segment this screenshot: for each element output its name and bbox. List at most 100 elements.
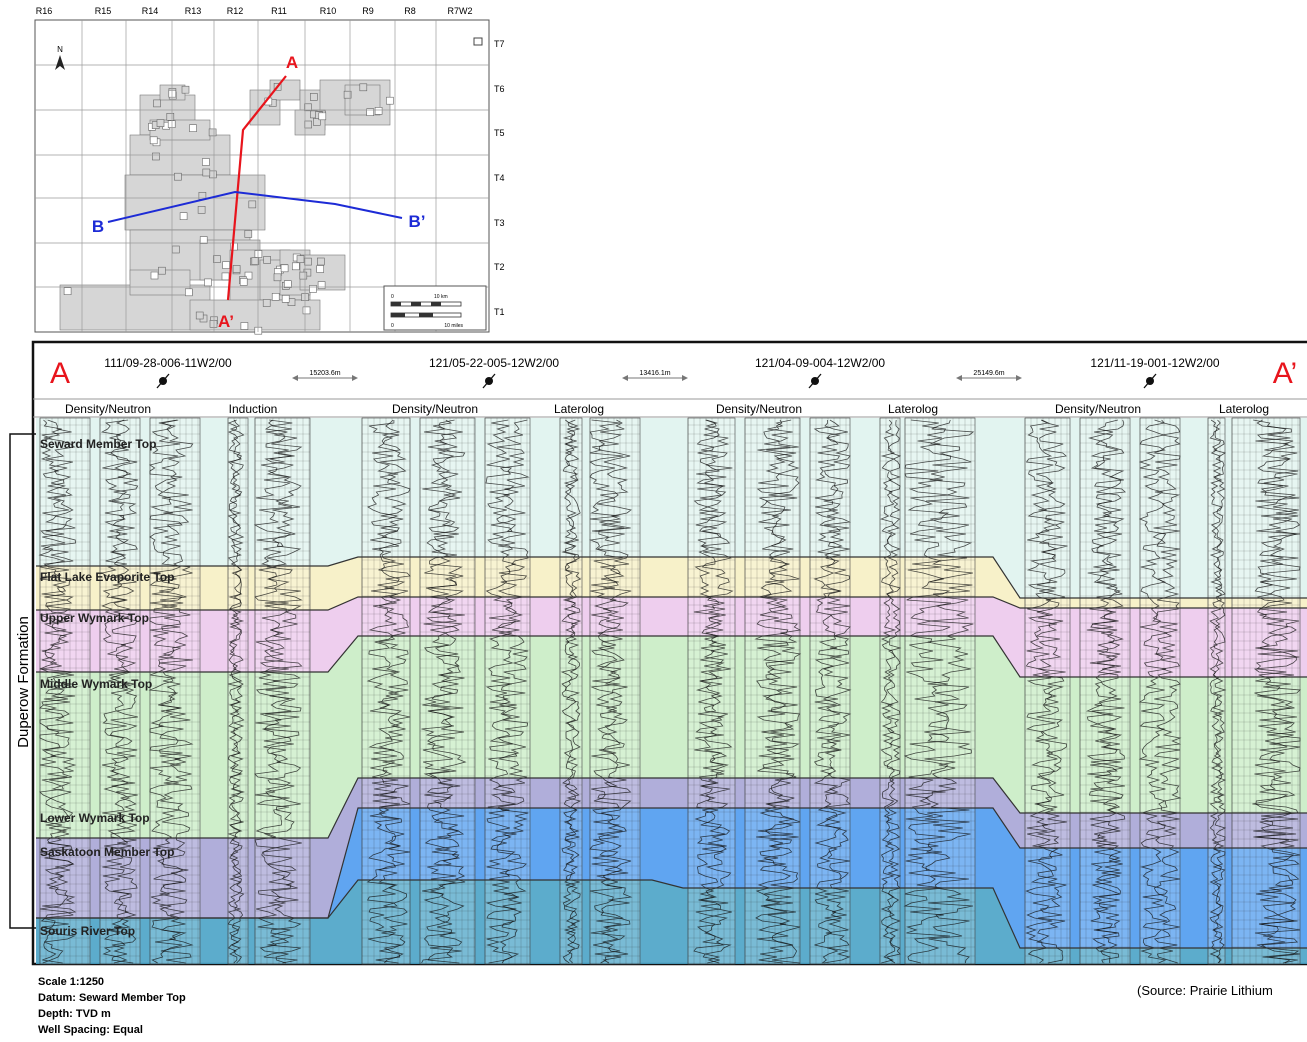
top-label-souris-river: Souris River Top: [40, 924, 135, 938]
parcel-cell: [208, 128, 217, 137]
well-symbol-icon: [482, 373, 496, 389]
parcel-cell: [244, 230, 253, 238]
parcel-cell: [359, 83, 368, 92]
range-label: R15: [95, 6, 112, 16]
log-header: Laterolog: [554, 402, 604, 416]
parcel-cell: [181, 85, 190, 94]
log-curve: [262, 419, 303, 964]
formation-top-line: [36, 807, 1307, 919]
township-label: T3: [494, 218, 505, 228]
note-depth: Depth: TVD m: [38, 1008, 111, 1020]
log-curve: [1253, 419, 1301, 964]
well-1-id: 111/09-28-006-11W2/00: [104, 356, 232, 370]
parcel-cell: [304, 120, 313, 129]
formation-top-line: [36, 556, 1307, 599]
well-2-id: 121/05-22-005-12W2/00: [429, 356, 559, 370]
parcel-cell: [271, 292, 280, 301]
parcel-cell: [204, 278, 212, 287]
cross-section: A A’ 111/09-28-006-11W2/00 121/05-22-005…: [31, 340, 1307, 966]
well-spacing-label: 15203.6m: [309, 370, 340, 377]
log-curve: [589, 419, 626, 964]
parcel-cell: [262, 299, 271, 307]
location-map: R16 R15 R14 R13 R12 R11 R10 R9 R8 R7W2 T…: [34, 6, 505, 335]
range-label: R16: [36, 6, 53, 16]
township-label: T7: [494, 39, 505, 49]
log-curve: [227, 419, 244, 964]
parcel-cell: [248, 200, 257, 209]
section-b-end-label: B’: [409, 212, 426, 231]
parcel-cell: [172, 245, 180, 254]
log-curve: [886, 419, 902, 964]
log-curve: [563, 419, 582, 964]
log-curve: [38, 419, 75, 964]
parcel-cell: [202, 168, 211, 177]
well-spacing-label: 25149.6m: [973, 370, 1004, 377]
log-track: [1079, 417, 1131, 965]
log-curve: [253, 419, 292, 964]
north-arrow-icon: N: [55, 45, 65, 70]
parcel-cell: [273, 273, 282, 282]
log-curve: [1090, 419, 1127, 964]
log-header: Density/Neutron: [1055, 402, 1141, 416]
land-parcel: [189, 299, 321, 331]
log-header: Density/Neutron: [65, 402, 151, 416]
log-curve: [754, 419, 795, 964]
log-header: Density/Neutron: [716, 402, 802, 416]
parcel-cell: [221, 272, 230, 281]
well-slash: [808, 373, 822, 389]
log-curve: [496, 419, 530, 964]
parcel-cell: [318, 112, 327, 121]
range-label: R9: [362, 6, 374, 16]
formation-band: [36, 636, 1307, 838]
log-header: Laterolog: [888, 402, 938, 416]
parcel-cell: [63, 287, 72, 296]
log-header: Laterolog: [1219, 402, 1269, 416]
formation-band: [36, 778, 1307, 918]
parcel-cell: [386, 96, 394, 105]
parcel-cell: [197, 206, 206, 214]
section-line-b: [107, 190, 403, 223]
log-curve: [228, 419, 246, 964]
section-a-start-label: A: [286, 53, 298, 72]
range-label: R10: [320, 6, 337, 16]
log-curve: [109, 419, 139, 964]
township-label: T2: [494, 262, 505, 272]
log-curve: [148, 419, 184, 964]
formation-band: [36, 418, 1307, 598]
range-label: R8: [404, 6, 416, 16]
track-bg: [254, 417, 311, 965]
log-header: Density/Neutron: [392, 402, 478, 416]
spacing-arrows: 15203.6m 13416.1m 25149.6m: [292, 370, 1022, 381]
parcel-cell: [244, 271, 253, 280]
log-curve: [39, 419, 77, 964]
parcel-cell: [316, 257, 325, 266]
parcel-cell: [152, 152, 160, 161]
parcel-cell: [317, 281, 326, 289]
parcel-cell: [304, 103, 312, 112]
map-scale-bar: 0 10 km 0 10 miles: [383, 285, 487, 331]
top-label-saskatoon: Saskatoon Member Top: [40, 845, 174, 859]
formation-top-labels: Seward Member Top Flat Lake Evaporite To…: [40, 437, 174, 938]
parcel-cell: [251, 257, 260, 265]
log-curve: [426, 419, 467, 964]
formation-top-line: [36, 777, 1307, 839]
log-curve: [879, 419, 897, 964]
formation-top-lines: [36, 556, 1307, 949]
parcel-cell: [174, 172, 182, 181]
section-end-label: A’: [1273, 357, 1297, 390]
well-spacing-label: 13416.1m: [639, 370, 670, 377]
formation-label: Duperow Formation: [15, 616, 32, 748]
parcel-cell: [366, 108, 375, 116]
log-curve: [560, 419, 579, 964]
formation-top-line: [36, 879, 1307, 949]
well-symbols: [156, 373, 1157, 389]
track-bg: [904, 417, 976, 965]
log-curve: [693, 419, 728, 964]
section-a-end-label: A’: [218, 312, 234, 331]
township-label: T1: [494, 307, 505, 317]
top-label-flat-lake: Flat Lake Evaporite Top: [40, 570, 174, 584]
parcel-cell: [291, 262, 300, 271]
log-curve: [1138, 419, 1168, 964]
